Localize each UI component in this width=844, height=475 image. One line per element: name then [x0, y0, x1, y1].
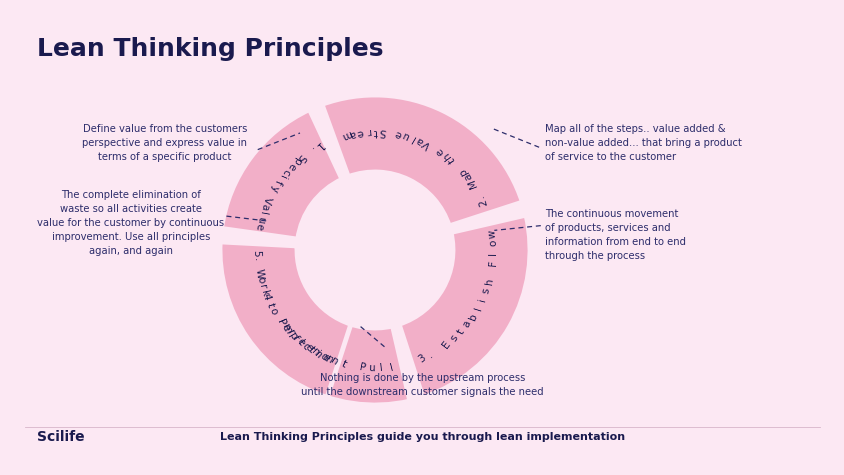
Text: .: .: [252, 258, 262, 262]
Text: Lean Thinking Principles guide you through lean implementation: Lean Thinking Principles guide you throu…: [219, 432, 625, 442]
Text: n: n: [323, 353, 335, 365]
Wedge shape: [219, 242, 350, 398]
Text: t: t: [339, 359, 347, 370]
Text: l: l: [295, 338, 306, 346]
Text: 5: 5: [252, 250, 262, 256]
Text: c: c: [280, 167, 292, 176]
Text: i: i: [312, 349, 322, 358]
Text: r: r: [365, 126, 371, 137]
Text: i: i: [477, 297, 487, 303]
Text: t: t: [264, 302, 275, 309]
Text: h: h: [483, 277, 494, 285]
Text: p: p: [289, 156, 301, 167]
Text: t: t: [373, 126, 377, 136]
Text: Nothing is done by the upstream process
until the downstream customer signals th: Nothing is done by the upstream process …: [300, 373, 544, 397]
Text: n: n: [328, 355, 339, 367]
Wedge shape: [221, 110, 342, 239]
Text: f: f: [272, 179, 283, 186]
Text: b: b: [467, 312, 479, 322]
Text: l: l: [379, 363, 383, 373]
Text: 4: 4: [260, 292, 271, 301]
Text: s: s: [448, 333, 459, 343]
Text: 3: 3: [415, 353, 427, 365]
Text: E: E: [440, 339, 452, 350]
Wedge shape: [227, 274, 409, 405]
Text: F: F: [487, 259, 497, 266]
Text: W: W: [253, 268, 264, 279]
Text: .: .: [425, 350, 435, 360]
Text: I: I: [275, 318, 285, 325]
Text: V: V: [420, 137, 432, 150]
Text: S: S: [295, 152, 307, 163]
Text: r: r: [284, 329, 295, 337]
Text: P: P: [358, 362, 366, 373]
Text: t: t: [446, 156, 457, 165]
Text: S: S: [379, 126, 387, 137]
Text: k: k: [259, 289, 270, 297]
Text: P: P: [275, 318, 287, 327]
Text: l: l: [488, 251, 498, 255]
Text: l: l: [408, 133, 416, 143]
Text: t: t: [455, 327, 466, 336]
Text: o: o: [317, 351, 328, 362]
Text: t: t: [306, 345, 316, 355]
Text: u: u: [400, 130, 410, 142]
Text: Define value from the customers
perspective and express value in
terms of a spec: Define value from the customers perspect…: [82, 124, 247, 162]
Text: y: y: [268, 184, 279, 193]
Text: e: e: [253, 223, 264, 230]
Text: 2: 2: [478, 198, 489, 207]
Text: m: m: [338, 129, 352, 142]
Text: The continuous movement
of products, services and
information from end to end
th: The continuous movement of products, ser…: [544, 209, 685, 261]
Text: a: a: [259, 202, 270, 211]
Wedge shape: [322, 95, 522, 226]
Text: c: c: [300, 341, 311, 352]
Text: u: u: [368, 363, 375, 374]
Text: Lean Thinking Principles: Lean Thinking Principles: [37, 37, 383, 61]
Text: 1: 1: [312, 140, 324, 152]
Text: a: a: [462, 172, 473, 181]
Text: .: .: [264, 302, 275, 308]
Text: M: M: [466, 177, 479, 189]
Text: l: l: [388, 362, 393, 372]
Text: e: e: [355, 127, 364, 138]
Text: m: m: [279, 322, 293, 336]
Text: o: o: [268, 307, 279, 316]
Text: e: e: [295, 337, 306, 348]
Text: e: e: [279, 323, 291, 333]
Text: a: a: [414, 134, 425, 146]
Text: s: s: [480, 287, 491, 294]
Text: o: o: [488, 240, 498, 247]
Text: e: e: [319, 352, 331, 363]
Text: p: p: [287, 331, 299, 342]
Text: l: l: [257, 211, 268, 216]
Text: u: u: [255, 216, 266, 224]
Text: i: i: [276, 173, 287, 180]
Text: The complete elimination of
waste so all activities create
value for the custome: The complete elimination of waste so all…: [37, 190, 225, 256]
Text: a: a: [461, 319, 473, 329]
Text: r: r: [257, 284, 268, 290]
Text: V: V: [262, 196, 273, 205]
Text: .: .: [474, 193, 485, 199]
Text: Scilife: Scilife: [37, 430, 84, 444]
Text: f: f: [289, 333, 300, 342]
Wedge shape: [398, 215, 529, 398]
Text: e: e: [284, 161, 296, 171]
Text: l: l: [473, 305, 483, 311]
Text: p: p: [457, 166, 468, 176]
Text: .: .: [307, 145, 317, 154]
Text: m: m: [309, 346, 323, 360]
Text: Map all of the steps.. value added &
non-value added... that bring a product
of : Map all of the steps.. value added & non…: [544, 124, 741, 162]
Text: e: e: [434, 145, 446, 157]
Text: o: o: [255, 276, 266, 284]
Text: w: w: [486, 229, 497, 238]
Text: e: e: [393, 128, 403, 140]
Text: e: e: [302, 342, 314, 354]
Text: h: h: [440, 150, 452, 161]
Text: a: a: [348, 128, 357, 139]
